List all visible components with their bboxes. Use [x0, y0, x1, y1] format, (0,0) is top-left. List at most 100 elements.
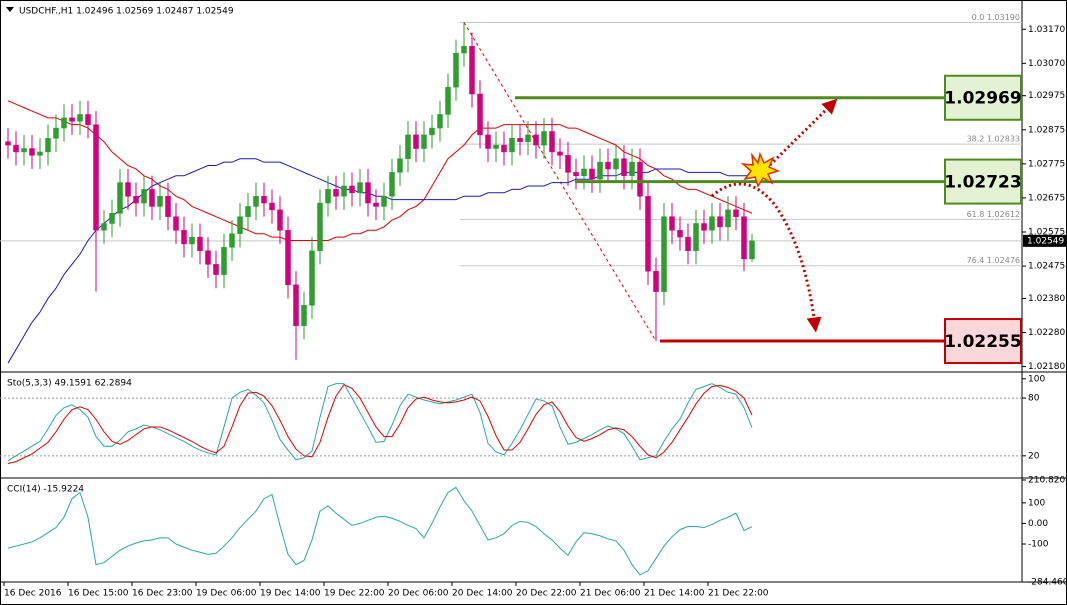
x-tick-label: 19 Dec 22:00 — [324, 589, 385, 599]
candle-body — [93, 124, 99, 231]
down-arrow — [711, 182, 822, 333]
current-price-label: 1.02549 — [1027, 236, 1064, 246]
candle-body — [357, 182, 363, 194]
candle-body — [429, 127, 435, 136]
candle-body — [557, 151, 563, 156]
candle-body — [333, 189, 339, 197]
y-tick-label: 1.02380 — [1028, 294, 1065, 304]
candle-body — [101, 223, 107, 231]
y-tick-label: 1.03070 — [1028, 59, 1065, 69]
candle-body — [469, 46, 475, 95]
candle-body — [597, 161, 603, 180]
candle-body — [573, 172, 579, 177]
candle-body — [525, 134, 531, 142]
candle-body — [637, 161, 643, 197]
candle-body — [197, 236, 203, 251]
y-tick-label: 1.02675 — [1028, 193, 1065, 203]
candle-body — [341, 185, 347, 197]
candle-body — [645, 195, 651, 272]
candle-body — [301, 305, 307, 326]
y-tick-label: 210.8207 — [1028, 476, 1067, 486]
candle-body — [45, 138, 51, 153]
candle-body — [509, 138, 515, 153]
candle-body — [485, 134, 491, 149]
candle-body — [381, 195, 387, 207]
candle-body — [53, 127, 59, 139]
panel-title: USDCHF.,H1 1.02496 1.02569 1.02487 1.025… — [19, 7, 234, 17]
target-box — [944, 318, 1022, 365]
target-label: 1.02723 — [944, 173, 1021, 193]
candle-body — [309, 250, 315, 306]
candle-body — [421, 134, 427, 149]
fib-label: 61.8 1.02612 — [967, 210, 1020, 219]
plot: 0.0 1.03190 38.2 1.02833 61.8 1.02612 76.4 … — [0, 7, 1067, 599]
candle-body — [405, 134, 411, 159]
y-tick-label: 80 — [1028, 394, 1040, 404]
candle-body — [173, 216, 179, 231]
candle-body — [253, 195, 259, 207]
candle-body — [397, 158, 403, 173]
target-box — [944, 74, 1022, 121]
candle-body — [613, 158, 619, 170]
candle-body — [277, 209, 283, 231]
y-tick-label: 1.02180 — [1028, 362, 1065, 372]
candle-body — [85, 114, 91, 125]
y-tick-label: 1.02975 — [1028, 91, 1065, 101]
candle-body — [621, 158, 627, 177]
breakout-star — [740, 151, 781, 188]
y-tick-label: 0.00 — [1028, 519, 1048, 529]
candle-body — [413, 134, 419, 149]
candle-body — [533, 134, 539, 146]
y-tick-label: 1.02775 — [1028, 159, 1065, 169]
candle-body — [701, 223, 707, 231]
fib-label: 0.0 1.03190 — [972, 13, 1020, 22]
candle-body — [517, 138, 523, 142]
candle-body — [133, 195, 139, 204]
candle-body — [317, 202, 323, 251]
candle-body — [709, 216, 715, 231]
y-tick-label: 1.02875 — [1028, 125, 1065, 135]
candle-body — [741, 216, 747, 260]
x-tick-label: 21 Dec 06:00 — [580, 589, 641, 599]
panel-title: CCI(14) -15.9224 — [7, 485, 84, 495]
target-box — [944, 158, 1022, 205]
candle-body — [549, 131, 555, 153]
candle-body — [213, 264, 219, 275]
candle-body — [125, 182, 131, 197]
candle-body — [629, 161, 635, 177]
candle-body — [141, 189, 147, 204]
y-tick-label: 100 — [1028, 374, 1045, 384]
x-tick-label: 19 Dec 14:00 — [260, 589, 321, 599]
candle-body — [117, 182, 123, 214]
candle-body — [165, 195, 171, 217]
candle-body — [733, 209, 739, 217]
candle-body — [181, 230, 187, 245]
x-tick-label: 20 Dec 06:00 — [388, 589, 449, 599]
candle-body — [61, 117, 67, 129]
candle-body — [109, 213, 115, 224]
fib-diagonal — [463, 22, 657, 342]
candle-body — [29, 148, 35, 156]
candle-body — [437, 114, 443, 129]
candle-body — [37, 151, 43, 156]
candle-body — [541, 131, 547, 146]
candle-body — [221, 247, 227, 275]
candle-body — [453, 52, 459, 88]
target-label: 1.02255 — [944, 332, 1021, 352]
candle-body — [285, 230, 291, 286]
y-tick-label: 100 — [1028, 498, 1045, 508]
candle-body — [589, 168, 595, 180]
candle-body — [461, 46, 467, 54]
candle-body — [725, 209, 731, 228]
candle-body — [581, 168, 587, 177]
target-label: 1.02969 — [944, 89, 1021, 109]
candle-body — [661, 216, 667, 292]
x-tick-label: 20 Dec 22:00 — [516, 589, 577, 599]
candle-body — [229, 233, 235, 248]
x-tick-label: 21 Dec 22:00 — [708, 589, 769, 599]
candle-body — [717, 216, 723, 228]
candle-body — [669, 216, 675, 231]
menu-triangle — [6, 7, 14, 12]
